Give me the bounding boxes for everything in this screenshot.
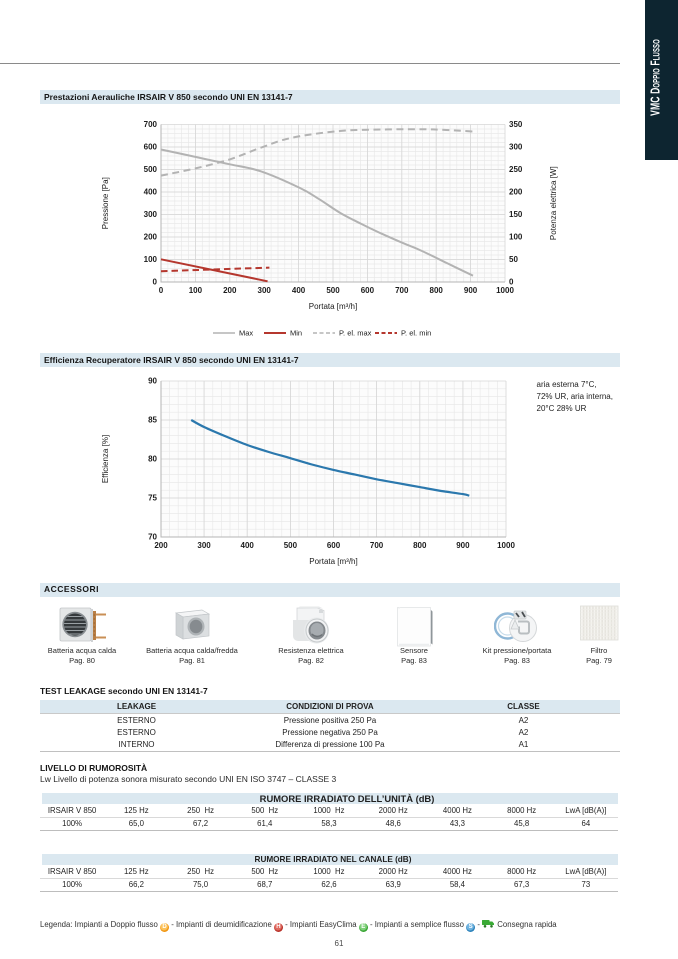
svg-text:70: 70 xyxy=(148,533,157,542)
svg-text:400: 400 xyxy=(292,286,306,295)
svg-text:600: 600 xyxy=(361,286,375,295)
svg-text:300: 300 xyxy=(509,143,523,152)
svg-text:300: 300 xyxy=(144,210,158,219)
svg-text:600: 600 xyxy=(327,541,341,550)
svg-text:Max: Max xyxy=(239,329,253,338)
svg-text:200: 200 xyxy=(223,286,237,295)
svg-text:500: 500 xyxy=(326,286,340,295)
svg-text:350: 350 xyxy=(509,120,523,129)
svg-text:200: 200 xyxy=(509,188,523,197)
svg-text:300: 300 xyxy=(197,541,211,550)
svg-text:0: 0 xyxy=(153,278,158,287)
svg-text:1000: 1000 xyxy=(497,541,515,550)
svg-text:75: 75 xyxy=(148,494,157,503)
svg-text:50: 50 xyxy=(509,255,518,264)
svg-text:700: 700 xyxy=(395,286,409,295)
svg-text:80: 80 xyxy=(148,455,157,464)
svg-text:Min: Min xyxy=(290,329,302,338)
svg-text:P. el. min: P. el. min xyxy=(401,329,431,338)
svg-text:100: 100 xyxy=(189,286,203,295)
svg-text:Potenza elettrica [W]: Potenza elettrica [W] xyxy=(549,166,558,240)
svg-text:500: 500 xyxy=(284,541,298,550)
svg-text:600: 600 xyxy=(144,143,158,152)
svg-text:400: 400 xyxy=(144,188,158,197)
svg-text:1000: 1000 xyxy=(496,286,514,295)
svg-text:200: 200 xyxy=(154,541,168,550)
svg-text:90: 90 xyxy=(148,377,157,386)
svg-text:400: 400 xyxy=(241,541,255,550)
svg-text:Portata [m³/h]: Portata [m³/h] xyxy=(309,557,357,566)
svg-text:700: 700 xyxy=(370,541,384,550)
svg-text:P. el. max: P. el. max xyxy=(339,329,372,338)
svg-text:250: 250 xyxy=(509,165,523,174)
svg-text:900: 900 xyxy=(456,541,470,550)
svg-text:Efficienza [%]: Efficienza [%] xyxy=(101,435,110,483)
svg-text:900: 900 xyxy=(464,286,478,295)
svg-text:150: 150 xyxy=(509,210,523,219)
svg-text:700: 700 xyxy=(144,120,158,129)
svg-text:100: 100 xyxy=(509,233,523,242)
svg-text:800: 800 xyxy=(413,541,427,550)
svg-text:85: 85 xyxy=(148,416,157,425)
svg-text:Portata [m³/h]: Portata [m³/h] xyxy=(309,302,357,311)
svg-text:300: 300 xyxy=(258,286,272,295)
svg-text:100: 100 xyxy=(144,255,158,264)
svg-text:0: 0 xyxy=(159,286,164,295)
svg-text:Pressione [Pa]: Pressione [Pa] xyxy=(101,177,110,229)
svg-text:0: 0 xyxy=(509,278,514,287)
svg-text:200: 200 xyxy=(144,233,158,242)
svg-text:500: 500 xyxy=(144,165,158,174)
svg-text:800: 800 xyxy=(430,286,444,295)
